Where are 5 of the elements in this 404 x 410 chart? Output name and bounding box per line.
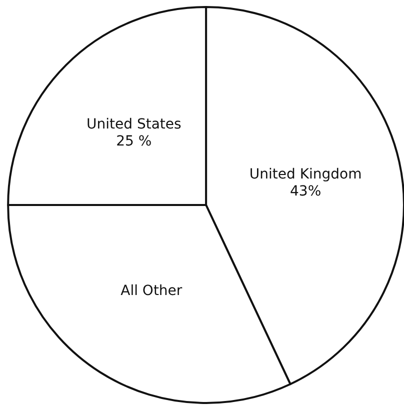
slice-label: United Kingdom bbox=[249, 166, 362, 182]
slice-label: United States bbox=[86, 116, 182, 132]
data-label: 25 % bbox=[116, 133, 152, 150]
data-label: 43% bbox=[290, 183, 322, 200]
slice-label: All Other bbox=[120, 283, 182, 300]
